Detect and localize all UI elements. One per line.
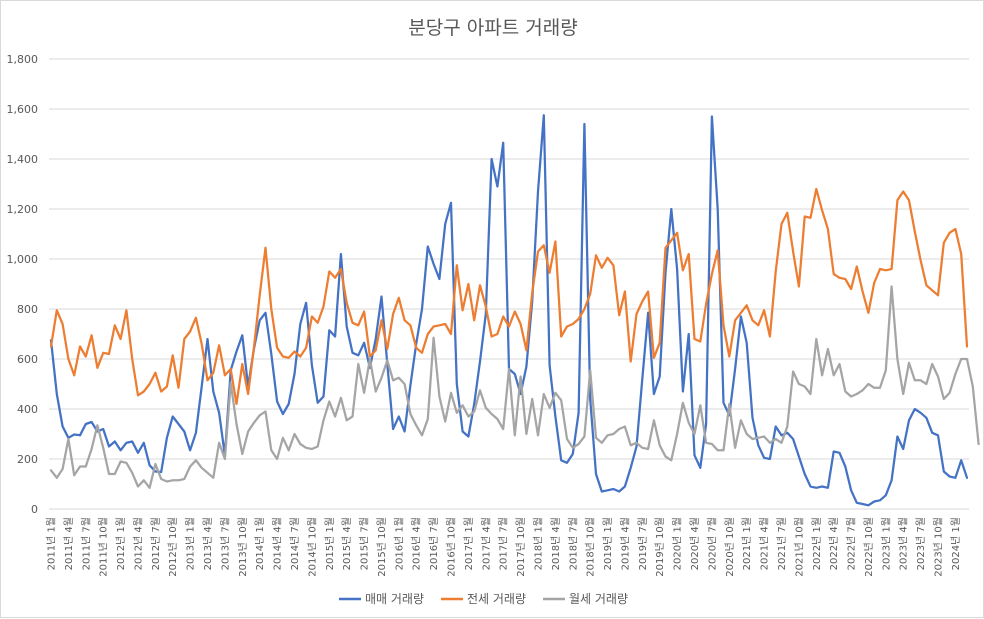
y-tick-label: 1,200 — [7, 203, 39, 216]
x-tick-label: 2019년 4월 — [619, 517, 631, 570]
x-tick-label: 2020년 10월 — [724, 517, 736, 577]
x-tick-label: 2023년 1월 — [880, 517, 892, 570]
legend: 매매 거래량 전세 거래량 월세 거래량 — [339, 592, 628, 606]
x-tick-label: 2018년 7월 — [567, 517, 579, 570]
x-tick-label: 2017년 4월 — [480, 517, 492, 570]
x-tick-label: 2020년 4월 — [689, 517, 701, 570]
y-tick-label: 1,000 — [7, 253, 39, 266]
x-tick-label: 2013년 7월 — [219, 517, 231, 570]
y-tick-label: 1,600 — [7, 103, 39, 116]
x-tick-label: 2013년 10월 — [237, 517, 249, 577]
x-tick-label: 2023년 10월 — [933, 517, 945, 577]
x-tick-label: 2012년 4월 — [132, 517, 144, 570]
x-tick-label: 2020년 1월 — [672, 517, 684, 570]
x-tick-label: 2024년 1월 — [950, 517, 962, 570]
x-tick-label: 2017년 10월 — [515, 517, 527, 577]
x-tick-label: 2018년 10월 — [585, 517, 597, 577]
x-tick-label: 2012년 1월 — [115, 517, 127, 570]
x-tick-label: 2012년 10월 — [167, 517, 179, 577]
x-tick-label: 2023년 4월 — [898, 517, 910, 570]
legend-label: 월세 거래량 — [569, 592, 628, 606]
x-tick-label: 2021년 1월 — [741, 517, 753, 570]
x-tick-label: 2016년 10월 — [446, 517, 458, 577]
series-line-3 — [49, 285, 980, 489]
legend-label: 매매 거래량 — [365, 592, 424, 606]
series-line-2 — [49, 187, 969, 406]
y-tick-label: 1,800 — [7, 53, 39, 66]
y-axis-ticks: 0 200 400 600 800 1,000 1,200 1,400 1,600 1,800 — [7, 53, 39, 516]
x-tick-label: 2017년 7월 — [498, 517, 510, 570]
x-tick-label: 2021년 10월 — [793, 517, 805, 577]
x-axis-ticks: 2011년 1월 2011년 4월 2011년 7월 2011년 10월 2012년 1… — [46, 517, 962, 577]
x-tick-label: 2011년 10월 — [98, 517, 110, 577]
x-tick-label: 2020년 7월 — [706, 517, 718, 570]
x-tick-label: 2011년 7월 — [80, 517, 92, 570]
x-tick-label: 2021년 7월 — [776, 517, 788, 570]
x-tick-label: 2015년 10월 — [376, 517, 388, 577]
x-tick-label: 2022년 7월 — [846, 517, 858, 570]
y-tick-label: 200 — [17, 453, 38, 466]
x-tick-label: 2011년 4월 — [63, 517, 75, 570]
x-tick-label: 2011년 1월 — [46, 517, 58, 570]
x-tick-label: 2014년 7월 — [289, 517, 301, 570]
x-tick-label: 2016년 1월 — [393, 517, 405, 570]
x-tick-label: 2021년 4월 — [759, 517, 771, 570]
x-tick-label: 2022년 1월 — [811, 517, 823, 570]
y-tick-label: 400 — [17, 403, 38, 416]
x-tick-label: 2018년 1월 — [532, 517, 544, 570]
legend-label: 전세 거래량 — [467, 592, 526, 606]
x-tick-label: 2022년 4월 — [828, 517, 840, 570]
x-tick-label: 2012년 7월 — [150, 517, 162, 570]
x-tick-label: 2016년 4월 — [411, 517, 423, 570]
x-tick-label: 2019년 10월 — [654, 517, 666, 577]
x-tick-label: 2017년 1월 — [463, 517, 475, 570]
x-tick-label: 2013년 1월 — [185, 517, 197, 570]
series-line-1 — [49, 114, 969, 507]
series-lines — [49, 114, 980, 507]
gridlines — [49, 58, 969, 510]
x-tick-label: 2015년 1월 — [324, 517, 336, 570]
x-tick-label: 2013년 4월 — [202, 517, 214, 570]
x-tick-label: 2015년 4월 — [341, 517, 353, 570]
y-tick-label: 0 — [31, 503, 38, 516]
y-tick-label: 600 — [17, 353, 38, 366]
x-tick-label: 2016년 7월 — [428, 517, 440, 570]
x-tick-label: 2014년 1월 — [254, 517, 266, 570]
y-tick-label: 1,400 — [7, 153, 39, 166]
x-tick-label: 2018년 4월 — [550, 517, 562, 570]
x-tick-label: 2014년 10월 — [306, 517, 318, 577]
x-tick-label: 2015년 7월 — [359, 517, 371, 570]
x-tick-label: 2022년 10월 — [863, 517, 875, 577]
x-tick-label: 2019년 1월 — [602, 517, 614, 570]
chart-title: 분당구 아파트 거래량 — [408, 17, 577, 39]
x-tick-label: 2023년 7월 — [915, 517, 927, 570]
y-tick-label: 800 — [17, 303, 38, 316]
x-tick-label: 2014년 4월 — [272, 517, 284, 570]
x-tick-label: 2019년 7월 — [637, 517, 649, 570]
